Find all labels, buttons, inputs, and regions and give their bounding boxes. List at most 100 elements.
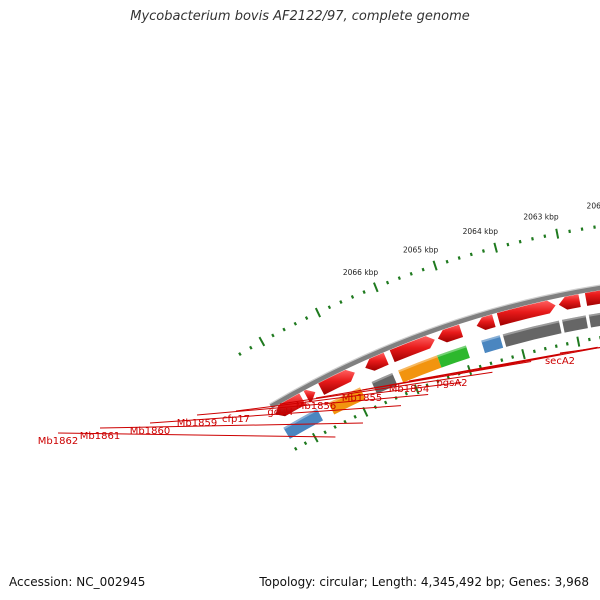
inner-ruler-minor-tick (293, 446, 298, 451)
ruler-major-tick (258, 336, 266, 347)
ruler-minor-tick (421, 267, 425, 272)
inner-ruler-minor-tick (343, 419, 347, 424)
ruler-minor-tick (304, 316, 309, 321)
kbp-label: 2066 kbp (343, 268, 379, 277)
leader-line (235, 381, 462, 412)
forward-gene-arrow (275, 393, 306, 417)
kbp-ruler (238, 225, 600, 451)
leader-line (57, 432, 336, 438)
kbp-label: 2062 kbp (587, 201, 600, 210)
kbp-label: 2064 kbp (463, 227, 499, 236)
gene-label: pgsA2 (436, 378, 467, 389)
ruler-minor-tick (293, 321, 298, 326)
cds-highlight (561, 315, 586, 322)
ruler-minor-tick (543, 234, 547, 238)
ruler-minor-tick (339, 300, 343, 304)
forward-gene-arrow (318, 369, 355, 395)
ruler-minor-tick (271, 333, 275, 338)
forward-gene-arrow (496, 300, 556, 326)
ruler-minor-tick (385, 280, 390, 285)
inner-ruler-minor-tick (565, 342, 569, 346)
gene-label: secA2 (545, 356, 575, 367)
forward-gene-arrow (476, 314, 496, 330)
ruler-major-tick (314, 307, 322, 318)
forward-gene-arrow (365, 352, 389, 371)
ruler-minor-tick (238, 352, 242, 356)
inner-ruler-major-tick (413, 384, 420, 395)
map-title: Mycobacterium bovis AF2122/97, complete … (130, 9, 470, 24)
leader-line (315, 360, 532, 399)
inner-ruler-minor-tick (554, 344, 558, 349)
genome-backbone (269, 284, 600, 409)
gene-label: cfp17 (222, 414, 250, 425)
ruler-major-tick (373, 282, 379, 293)
inner-ruler-minor-tick (500, 358, 504, 362)
inner-ruler-minor-tick (478, 364, 482, 369)
inner-ruler-major-tick (362, 406, 369, 417)
cds-block (588, 312, 600, 328)
kbp-label: 2063 kbp (523, 213, 559, 222)
forward-gene-arrow (437, 324, 464, 343)
forward-gene-arrow (558, 294, 581, 310)
cds-block (481, 335, 504, 354)
cds-highlight (398, 355, 438, 373)
inner-ruler-minor-tick (489, 361, 493, 366)
cds-block (502, 320, 562, 347)
gene-label: Mb1856 (296, 401, 336, 412)
cds-highlight (502, 320, 560, 337)
ruler-minor-tick (409, 271, 413, 276)
cds-block (328, 387, 366, 415)
inner-ruler-minor-tick (404, 391, 408, 396)
ruler-major-tick (493, 242, 498, 253)
gene-label: Mb1859 (177, 418, 217, 429)
cds-block (437, 345, 470, 368)
genome-stats-text: Topology: circular; Length: 4,345,492 bp… (259, 575, 589, 589)
cds-block (371, 372, 398, 394)
ruler-minor-tick (282, 327, 286, 332)
cds-block (561, 315, 588, 333)
ruler-major-tick (432, 260, 438, 271)
forward-gene-arrow (584, 290, 600, 306)
inner-ruler-minor-tick (532, 349, 536, 354)
inner-ruler-minor-tick (511, 355, 515, 359)
leader-line (196, 394, 429, 416)
ruler-major-tick (555, 228, 560, 239)
gene-label-leader-lines (57, 346, 600, 438)
inner-ruler-minor-tick (323, 430, 327, 435)
ruler-minor-tick (350, 295, 355, 299)
inner-ruler-major-tick (311, 432, 319, 443)
ruler-minor-tick (481, 249, 485, 253)
cds-feature-track (283, 312, 600, 439)
ruler-minor-tick (327, 305, 332, 310)
gene-label: gcvH (267, 407, 292, 418)
gene-label: Mb1862 (38, 436, 78, 447)
gene-label: Mb1855 (342, 393, 382, 404)
inner-ruler-major-tick (521, 349, 526, 360)
gene-labels: Mb1862 Mb1861 Mb1860 Mb1859 cfp17 gcvH Mb1856 M… (38, 356, 575, 447)
leader-line (559, 347, 600, 354)
ruler-minor-tick (580, 227, 584, 231)
cds-highlight (588, 312, 600, 317)
leader-line (279, 371, 493, 405)
accession-text: Accession: NC_002945 (9, 575, 146, 589)
ruler-minor-tick (457, 256, 461, 260)
ruler-minor-tick (506, 242, 510, 247)
inner-ruler-minor-tick (587, 337, 591, 342)
inner-ruler-minor-tick (384, 400, 388, 405)
leader-line (361, 354, 560, 391)
leader-line (408, 346, 598, 382)
ruler-minor-tick (469, 252, 473, 257)
cds-highlight (481, 335, 501, 343)
inner-ruler-minor-tick (353, 414, 357, 419)
ruler-minor-tick (249, 345, 253, 350)
ruler-minor-tick (445, 259, 449, 264)
leader-line (149, 405, 402, 424)
backbone-arc (269, 285, 600, 409)
ruler-minor-tick (362, 290, 366, 294)
leader-line (99, 422, 364, 429)
gene-label: Mb1860 (130, 426, 170, 437)
ruler-minor-tick (397, 276, 401, 281)
forward-strand-genes (275, 290, 600, 417)
inner-ruler-minor-tick (333, 425, 337, 429)
